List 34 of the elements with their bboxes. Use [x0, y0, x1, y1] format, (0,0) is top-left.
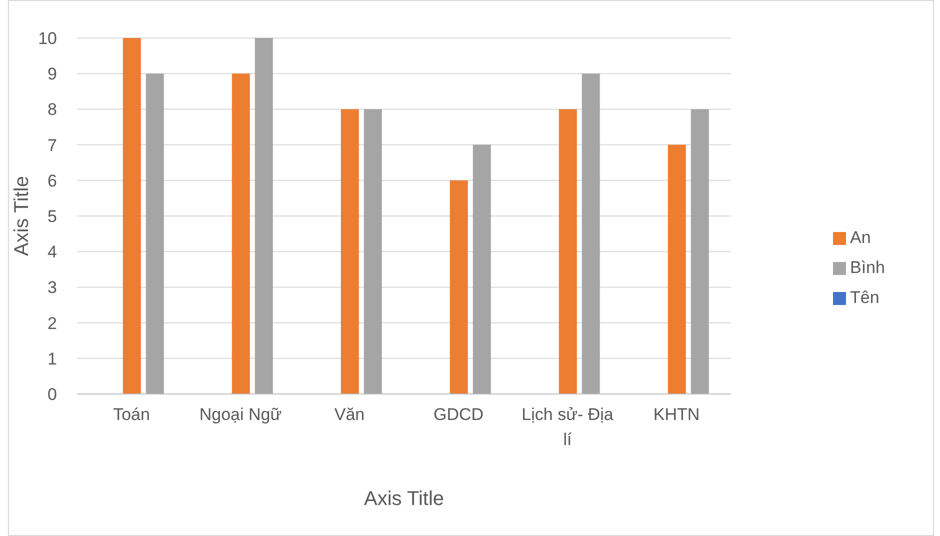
- x-tick-label: Văn: [334, 405, 365, 424]
- x-tick-label: GDCD: [433, 405, 484, 424]
- bar: [364, 109, 382, 394]
- y-tick-label: 4: [48, 242, 57, 262]
- x-tick-label: Lịch sử- Địa lí: [522, 405, 614, 449]
- bar: [690, 109, 709, 394]
- y-tick-label: 3: [48, 278, 57, 298]
- legend-label: Tên: [850, 288, 880, 307]
- bar: [340, 109, 359, 394]
- y-axis-title: Axis Title: [11, 176, 34, 256]
- y-tick-label: 5: [48, 207, 57, 226]
- y-tick-label: 9: [48, 64, 57, 84]
- y-tick-label: 8: [48, 100, 57, 120]
- x-tick-label: KHTN: [653, 405, 700, 424]
- y-tick-label: 1: [48, 349, 57, 368]
- legend-label: An: [850, 228, 871, 247]
- x-axis-title: Axis Title: [364, 488, 444, 510]
- bar: [558, 109, 577, 394]
- legend-label: Bình: [850, 258, 885, 277]
- bar: [668, 144, 686, 394]
- x-tick-label: Toán: [113, 405, 150, 424]
- y-tick-label: 7: [48, 136, 57, 155]
- y-tick-label: 0: [48, 385, 57, 404]
- x-tick-label: Ngoại Ngữ: [199, 405, 282, 424]
- bar: [146, 74, 164, 394]
- y-tick-label: 10: [38, 29, 57, 48]
- bar: [122, 38, 141, 394]
- y-tick-label: 2: [48, 314, 57, 333]
- bar: [232, 74, 250, 394]
- bar: [582, 74, 600, 394]
- bar: [254, 38, 273, 394]
- bar: [450, 180, 468, 394]
- bar: [472, 144, 491, 394]
- y-tick-label: 6: [48, 171, 57, 190]
